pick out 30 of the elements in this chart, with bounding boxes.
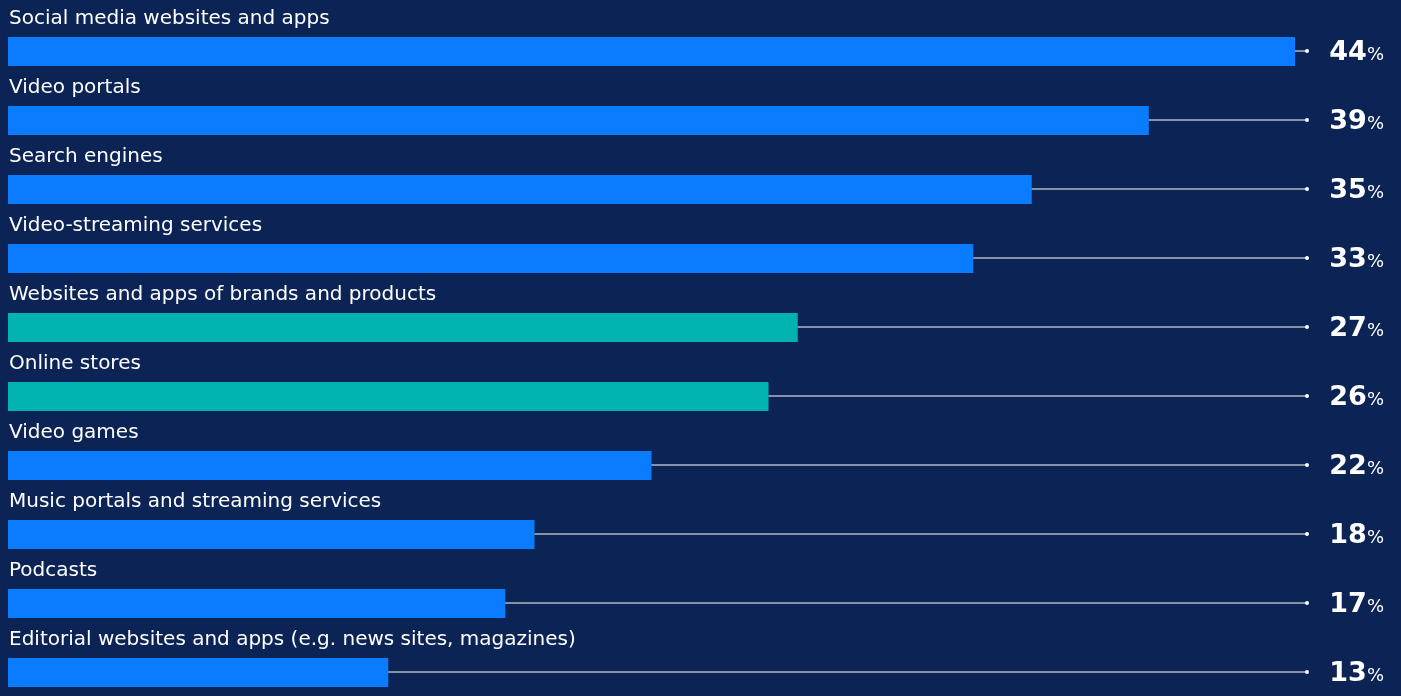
bar — [8, 175, 1032, 204]
y-tick-label: Websites and apps of brands and products — [9, 281, 437, 305]
y-tick-label: Podcasts — [9, 557, 98, 581]
bar — [8, 451, 652, 480]
data-label: 17% — [1329, 587, 1384, 618]
y-tick-label: Video portals — [9, 74, 141, 98]
data-label: 13% — [1329, 656, 1384, 687]
data-label: 35% — [1329, 173, 1384, 204]
data-label: 33% — [1329, 242, 1384, 273]
y-tick-label: Editorial websites and apps (e.g. news sites, magazines) — [9, 626, 576, 650]
bar — [8, 106, 1149, 135]
y-tick-label: Social media websites and apps — [9, 5, 330, 29]
data-label: 26% — [1329, 380, 1384, 411]
bar — [8, 658, 389, 687]
bar — [8, 589, 506, 618]
y-tick-label: Search engines — [9, 143, 163, 167]
bar — [8, 520, 535, 549]
y-tick-label: Music portals and streaming services — [9, 488, 382, 512]
y-tick-label: Online stores — [9, 350, 141, 374]
data-label: 44% — [1329, 35, 1384, 66]
bar — [8, 244, 974, 273]
data-label: 18% — [1329, 518, 1384, 549]
y-tick-label: Video-streaming services — [9, 212, 263, 236]
bar — [8, 382, 769, 411]
bar — [8, 37, 1295, 66]
data-label: 22% — [1329, 449, 1384, 480]
data-label: 27% — [1329, 311, 1384, 342]
data-label: 39% — [1329, 104, 1384, 135]
bar — [8, 313, 798, 342]
y-tick-label: Video games — [9, 419, 139, 443]
